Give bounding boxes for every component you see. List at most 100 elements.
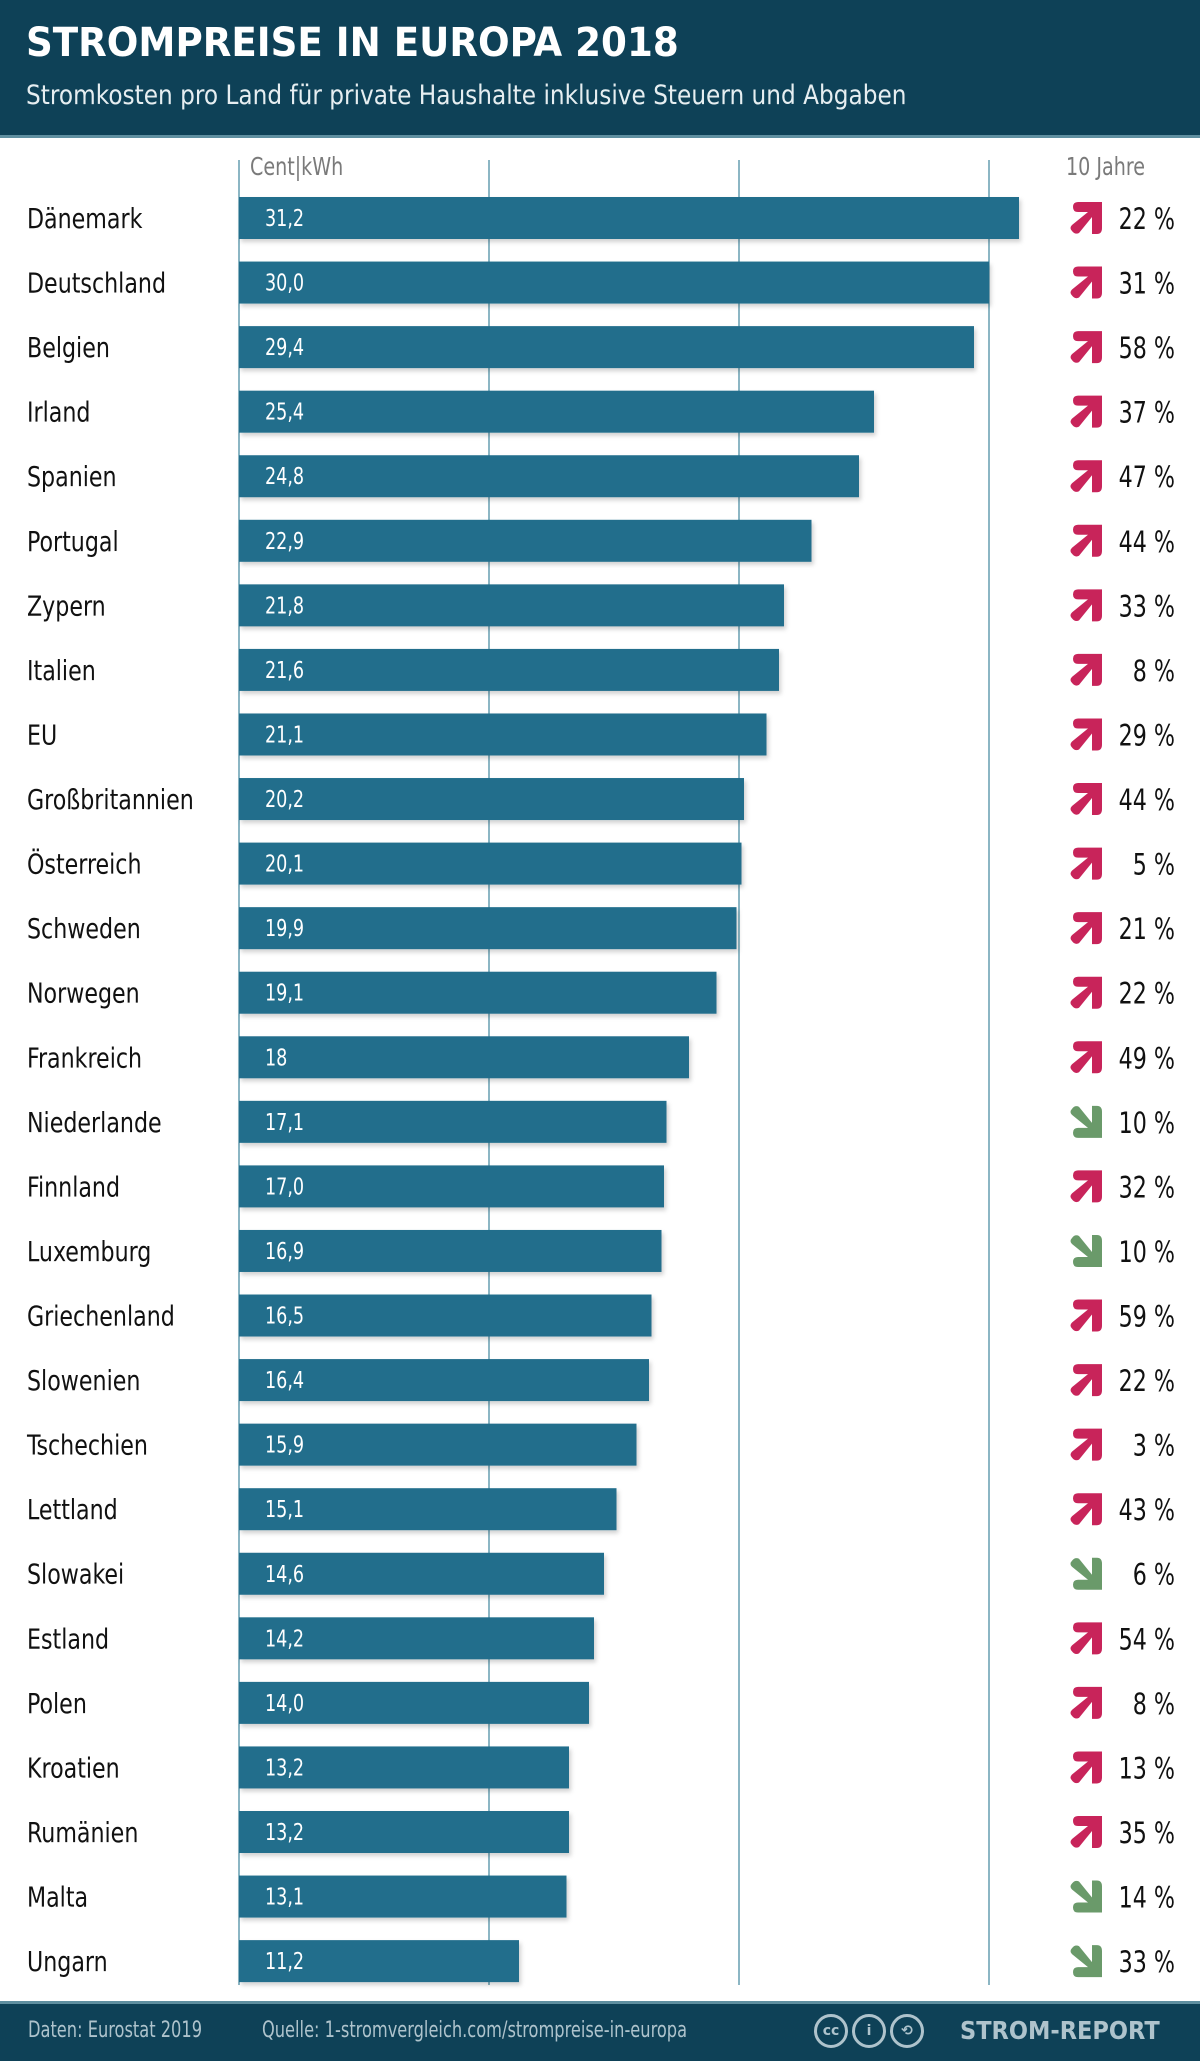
arrow-up-right-icon <box>1070 1041 1102 1074</box>
change-label: 10 % <box>1119 1236 1175 1269</box>
country-label: Schweden <box>27 914 141 946</box>
country-label: Frankreich <box>27 1043 142 1075</box>
bar-12 <box>239 971 717 1014</box>
value-label: 13,2 <box>265 1820 304 1847</box>
country-label: Dänemark <box>27 204 143 236</box>
bar-20 <box>239 1488 617 1531</box>
bar-18 <box>239 1359 649 1402</box>
bar-13 <box>239 1036 689 1079</box>
bar-7 <box>239 648 779 691</box>
arrow-up-right-icon <box>1070 718 1102 751</box>
bar-26 <box>239 1875 567 1918</box>
country-label: Griechenland <box>27 1301 175 1333</box>
country-label: Spanien <box>27 462 117 494</box>
country-label: Lettland <box>27 1495 118 1527</box>
arrow-up-right-icon <box>1070 653 1102 686</box>
bar-21 <box>239 1552 604 1595</box>
arrow-up-right-icon <box>1070 976 1102 1009</box>
value-label: 22,9 <box>265 528 304 555</box>
change-label: 29 % <box>1119 720 1175 753</box>
change-label: 54 % <box>1119 1623 1175 1656</box>
bar-22 <box>239 1617 594 1660</box>
bar-15 <box>239 1165 664 1208</box>
bar-chart: Dänemark 31,2 22 % Deutschland 30,0 31 % Belgi… <box>26 160 1175 1985</box>
change-label: 33 % <box>1119 1946 1175 1979</box>
arrow-down-right-icon <box>1070 1880 1102 1913</box>
change-label: 6 % <box>1133 1559 1175 1592</box>
value-label: 16,5 <box>265 1303 304 1330</box>
bar-23 <box>239 1681 589 1724</box>
value-label: 21,1 <box>265 722 304 749</box>
change-label: 31 % <box>1119 268 1175 301</box>
arrow-up-right-icon <box>1070 1493 1102 1526</box>
change-label: 44 % <box>1119 526 1175 559</box>
arrow-up-right-icon <box>1070 266 1102 299</box>
chart-title: STROMPREISE IN EUROPA 2018 <box>26 20 679 66</box>
creative-commons-icon: cc <box>814 2014 848 2048</box>
change-label: 13 % <box>1119 1753 1175 1786</box>
bar-5 <box>239 519 812 562</box>
arrow-up-right-icon <box>1070 460 1102 493</box>
value-label: 29,4 <box>265 335 304 362</box>
bar-3 <box>239 390 874 433</box>
arrow-up-right-icon <box>1070 589 1102 622</box>
value-label: 19,9 <box>265 916 304 943</box>
value-label: 11,2 <box>265 1949 304 1976</box>
country-label: Finnland <box>27 1172 120 1204</box>
change-label: 49 % <box>1119 1042 1175 1075</box>
change-label: 35 % <box>1119 1817 1175 1850</box>
arrow-up-right-icon <box>1070 395 1102 428</box>
value-label: 14,2 <box>265 1626 304 1653</box>
arrow-up-right-icon <box>1070 331 1102 364</box>
arrow-up-right-icon <box>1070 1816 1102 1848</box>
value-label: 17,0 <box>265 1174 304 1201</box>
change-label: 14 % <box>1119 1882 1175 1915</box>
country-label: Großbritannien <box>27 785 194 817</box>
value-label: 20,2 <box>265 787 304 814</box>
trend-column-header: 10 Jahre <box>1066 152 1146 181</box>
bar-24 <box>239 1746 569 1789</box>
value-label: 30,0 <box>265 270 304 297</box>
value-label: 14,6 <box>265 1561 304 1588</box>
country-label: Portugal <box>27 526 119 558</box>
country-label: EU <box>27 720 57 752</box>
value-label: 15,9 <box>265 1432 304 1459</box>
footer-source-link[interactable]: Quelle: 1-stromvergleich.com/strompreise… <box>262 2018 688 2043</box>
value-label: 13,1 <box>265 1884 304 1911</box>
country-label: Polen <box>27 1688 87 1720</box>
bar-1 <box>239 261 989 304</box>
country-label: Niederlande <box>27 1107 162 1139</box>
change-label: 21 % <box>1119 913 1175 946</box>
country-label: Rumänien <box>27 1818 138 1850</box>
change-label: 47 % <box>1119 461 1175 494</box>
country-label: Norwegen <box>27 978 140 1010</box>
arrow-up-right-icon <box>1070 783 1102 816</box>
change-label: 33 % <box>1119 590 1175 623</box>
change-label: 44 % <box>1119 784 1175 817</box>
arrow-up-right-icon <box>1070 524 1102 557</box>
change-label: 22 % <box>1119 978 1175 1011</box>
country-label: Kroatien <box>27 1753 120 1785</box>
brand-logo: STROM-REPORT <box>960 2016 1160 2045</box>
bar-16 <box>239 1229 662 1272</box>
change-label: 37 % <box>1119 397 1175 430</box>
country-label: Österreich <box>27 847 142 881</box>
change-label: 8 % <box>1133 655 1175 688</box>
bar-27 <box>239 1940 519 1983</box>
country-label: Ungarn <box>27 1947 108 1979</box>
value-label: 13,2 <box>265 1755 304 1782</box>
axis-unit-label: Cent|kWh <box>250 152 344 181</box>
value-label: 15,1 <box>265 1497 304 1524</box>
arrow-up-right-icon <box>1070 1364 1102 1397</box>
value-label: 21,8 <box>265 593 304 620</box>
bar-14 <box>239 1100 667 1143</box>
share-alike-icon: ⟲ <box>890 2014 924 2048</box>
change-label: 59 % <box>1119 1301 1175 1334</box>
bar-2 <box>239 326 974 369</box>
value-label: 17,1 <box>265 1109 304 1136</box>
value-label: 20,1 <box>265 851 304 878</box>
change-label: 10 % <box>1119 1107 1175 1140</box>
change-label: 58 % <box>1119 332 1175 365</box>
country-label: Malta <box>27 1882 88 1914</box>
license-icons: cc i ⟲ <box>814 2014 924 2048</box>
